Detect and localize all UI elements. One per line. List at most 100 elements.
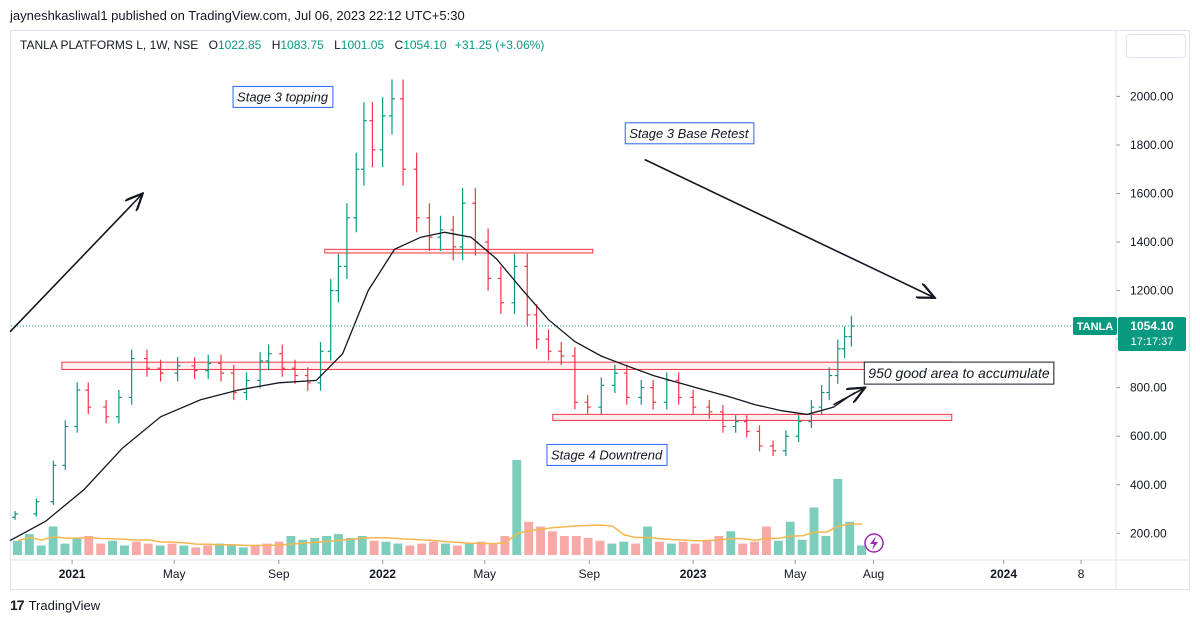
volume-bar: [381, 541, 391, 555]
volume-bar: [143, 543, 153, 555]
price-tag-value: 1054.10: [1130, 319, 1174, 333]
y-tick-label: 400.00: [1130, 478, 1167, 492]
y-tick-label: 600.00: [1130, 429, 1167, 443]
volume-bar: [108, 540, 117, 555]
annotation-arrow: [644, 158, 935, 298]
y-tick-label: 1600.00: [1130, 186, 1174, 200]
volume-bar: [405, 545, 415, 555]
x-tick-label: May: [473, 567, 496, 581]
annotation-label: Stage 3 Base Retest: [629, 126, 750, 141]
volume-bar: [191, 547, 201, 555]
volume-bar: [167, 543, 177, 555]
volume-bar: [369, 540, 379, 555]
volume-bar: [60, 543, 70, 555]
annotation-label: Stage 3 topping: [237, 89, 329, 104]
volume-bar: [429, 541, 438, 555]
volume-bar: [452, 545, 462, 555]
volume-bar: [809, 507, 819, 555]
x-tick-label: Sep: [268, 567, 290, 581]
volume-bar: [750, 541, 759, 555]
support-resistance-zone: [61, 361, 953, 370]
price-tag-countdown: 17:17:37: [1131, 336, 1174, 348]
volume-bar: [857, 545, 866, 555]
volume-bar: [48, 526, 58, 555]
close-label: C: [394, 38, 404, 52]
y-tick-label: 1800.00: [1130, 138, 1174, 152]
low-value: 1001.05: [340, 38, 385, 52]
low-label: L: [334, 38, 341, 52]
volume-bar: [334, 534, 343, 555]
volume-bar: [690, 543, 700, 555]
volume-bar: [702, 539, 712, 555]
volume-bar: [441, 543, 450, 555]
y-tick-label: 1400.00: [1130, 235, 1174, 249]
volume-bar: [797, 539, 807, 555]
volume-bar: [655, 541, 664, 555]
x-tick-label: Aug: [863, 567, 884, 581]
volume-bar: [24, 534, 34, 555]
volume-bar: [845, 521, 855, 555]
brand-name[interactable]: TradingView: [28, 597, 101, 613]
volume-bar: [13, 540, 22, 555]
volume-bar: [785, 521, 795, 555]
footer: 17 TradingView: [10, 597, 100, 613]
support-resistance-zone: [324, 248, 594, 254]
volume-bar: [215, 543, 224, 555]
symbol-name: TANLA PLATFORMS L, 1W, NSE: [20, 38, 199, 52]
volume-bar: [345, 537, 355, 555]
volume-bar: [631, 543, 641, 555]
y-tick-label: 800.00: [1130, 381, 1167, 395]
volume-bar: [595, 540, 605, 555]
volume-bar: [238, 547, 248, 555]
volume-bar: [357, 536, 367, 555]
volume-bar: [274, 541, 284, 555]
symbol-legend: TANLA PLATFORMS L, 1W, NSE O1022.85 H108…: [20, 38, 544, 52]
x-tick-label: May: [163, 567, 186, 581]
high-value: 1083.75: [280, 38, 324, 52]
x-tick-label: Sep: [579, 567, 601, 581]
volume-bar: [500, 536, 510, 555]
annotation-arrow: [833, 388, 865, 406]
volume-bar: [72, 537, 82, 555]
volume-bar: [833, 479, 843, 555]
price-tag: TANLA 1054.10 17:17:37: [1073, 316, 1186, 351]
volume-bar: [619, 541, 629, 555]
volume-moving-average: [17, 523, 863, 547]
change-value: +31.25 (+3.06%): [454, 38, 545, 52]
annotation-box: [546, 443, 668, 466]
volume-bar: [512, 460, 522, 555]
support-resistance-zone: [552, 413, 953, 421]
volume-bar: [155, 545, 165, 555]
annotation-box: [624, 122, 755, 145]
x-tick-label: 2021: [59, 567, 86, 581]
price-tag-ticker: TANLA: [1077, 321, 1114, 333]
x-tick-label: 2023: [680, 567, 707, 581]
annotation-label: 950 good area to accumulate: [868, 365, 1050, 381]
price-tag-ticker-bg: [1073, 316, 1117, 335]
volume-bar: [762, 526, 771, 555]
volume-bar: [821, 536, 831, 555]
x-tick-label: 2024: [990, 567, 1017, 581]
volume-bar: [417, 543, 427, 555]
volume-bar: [286, 536, 296, 555]
volume-bar: [643, 526, 652, 555]
annotation-box: [863, 361, 1055, 385]
volume-bar: [571, 536, 581, 555]
volume-bar: [203, 545, 213, 555]
symbol-search-box[interactable]: [1126, 34, 1186, 58]
price-tag-bg: [1118, 316, 1186, 351]
volume-bar: [738, 543, 748, 555]
volume-bar: [322, 536, 331, 555]
volume-bar: [488, 543, 498, 555]
lightning-glyph-icon: [870, 536, 878, 550]
volume-bar: [464, 543, 474, 555]
volume-bar: [476, 541, 486, 555]
annotation-label: Stage 4 Downtrend: [551, 447, 663, 462]
volume-bar: [678, 541, 688, 555]
volume-bar: [524, 521, 534, 555]
y-tick-label: 1200.00: [1130, 284, 1174, 298]
open-value: 1022.85: [217, 38, 262, 52]
volume-bar: [179, 545, 189, 555]
x-tick-label: 2022: [369, 567, 396, 581]
